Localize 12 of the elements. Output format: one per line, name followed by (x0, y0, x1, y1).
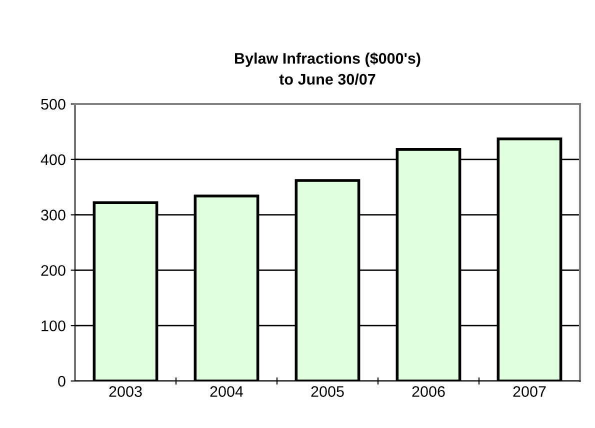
y-tick-label: 200 (41, 265, 66, 276)
chart-title: Bylaw Infractions ($000's) to June 30/07 (235, 52, 420, 85)
y-tick-label: 500 (41, 98, 66, 110)
y-tick-label: 0 (58, 376, 66, 387)
x-tick-label: 2007 (513, 386, 546, 397)
x-tick-label: 2003 (109, 386, 142, 397)
x-tick-label: 2004 (210, 386, 244, 397)
y-tick-label: 400 (40, 154, 66, 166)
x-tick-label: 2005 (311, 386, 344, 397)
y-tick-label: 300 (41, 210, 66, 220)
x-tick-label: 2006 (412, 386, 445, 397)
y-tick-label: 100 (42, 320, 66, 332)
